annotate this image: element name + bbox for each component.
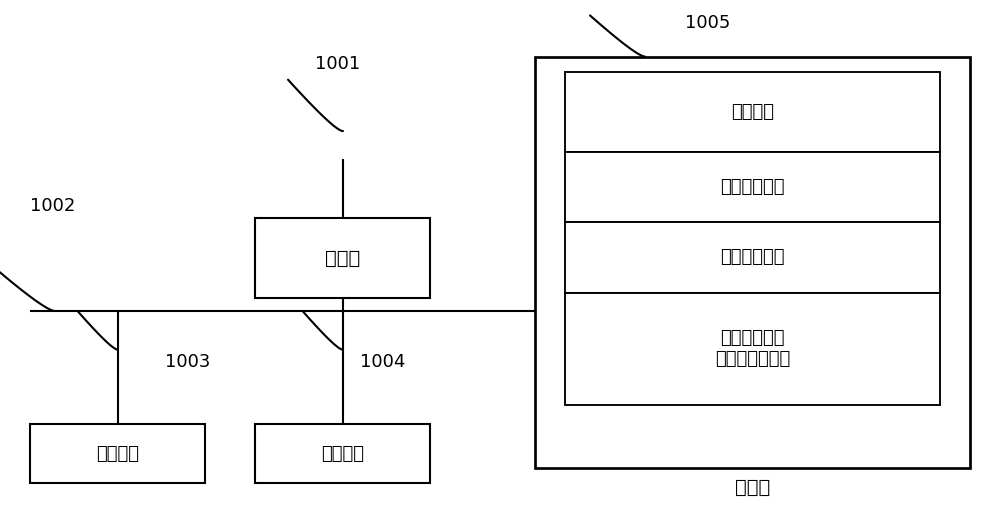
Bar	[255, 424, 430, 483]
Text: 心脏图像四维
上下文分割程序: 心脏图像四维 上下文分割程序	[715, 329, 790, 368]
Text: 处理器: 处理器	[325, 249, 360, 268]
Bar	[565, 222, 940, 292]
Text: 操作系统: 操作系统	[731, 103, 774, 121]
Bar	[535, 57, 970, 468]
Text: 1005: 1005	[685, 14, 730, 32]
Bar	[565, 292, 940, 405]
Text: 存储器: 存储器	[735, 478, 770, 497]
Text: 1003: 1003	[165, 353, 210, 372]
Text: 1001: 1001	[315, 55, 360, 74]
Bar	[565, 152, 940, 222]
Text: 1002: 1002	[30, 196, 75, 215]
Text: 用户接口: 用户接口	[96, 445, 139, 463]
Bar	[565, 72, 940, 152]
Text: 网络接口: 网络接口	[321, 445, 364, 463]
Text: 1004: 1004	[360, 353, 405, 372]
Bar	[30, 424, 205, 483]
Bar	[255, 218, 430, 298]
Text: 网络通信模块: 网络通信模块	[720, 178, 785, 196]
Text: 用户接厣模块: 用户接厣模块	[720, 248, 785, 266]
